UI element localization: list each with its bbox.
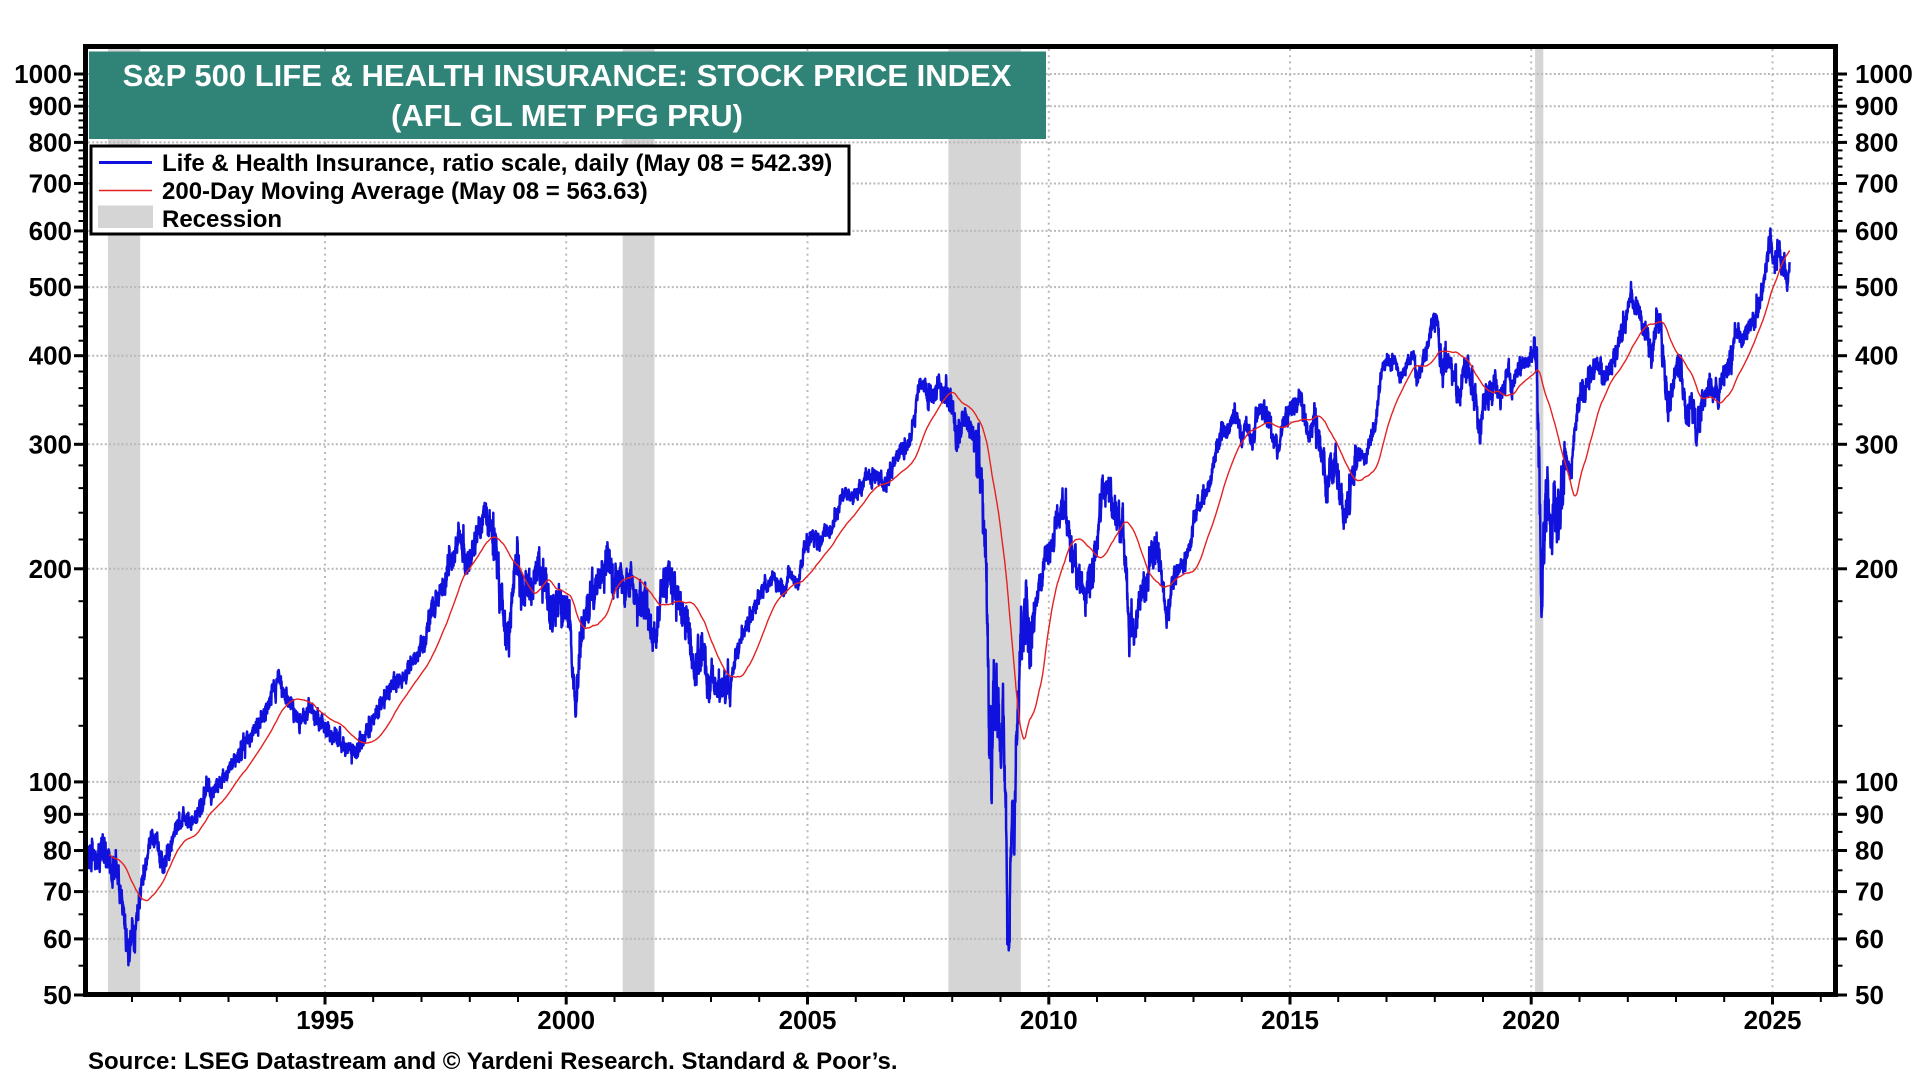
svg-text:200-Day Moving Average (May 08: 200-Day Moving Average (May 08 = 563.63) (162, 178, 648, 205)
svg-text:Recession: Recession (162, 206, 282, 233)
svg-text:90: 90 (1855, 799, 1884, 829)
svg-text:70: 70 (1855, 877, 1884, 907)
svg-text:80: 80 (1855, 836, 1884, 866)
svg-text:1000: 1000 (14, 59, 72, 89)
svg-text:200: 200 (29, 554, 72, 584)
svg-text:2010: 2010 (1020, 1005, 1078, 1035)
svg-text:300: 300 (29, 429, 72, 459)
svg-text:S&P 500 LIFE & HEALTH INSURANC: S&P 500 LIFE & HEALTH INSURANCE: STOCK P… (123, 58, 1012, 93)
svg-text:80: 80 (43, 836, 72, 866)
svg-text:700: 700 (1855, 169, 1898, 199)
svg-text:(AFL GL MET PFG PRU): (AFL GL MET PFG PRU) (391, 98, 743, 133)
svg-text:400: 400 (29, 341, 72, 371)
svg-text:Source: LSEG Datastream and ©: Source: LSEG Datastream and © Yardeni Re… (88, 1048, 898, 1075)
svg-text:50: 50 (43, 980, 72, 1010)
svg-text:1995: 1995 (296, 1005, 354, 1035)
svg-text:100: 100 (29, 767, 72, 797)
svg-text:700: 700 (29, 169, 72, 199)
svg-text:500: 500 (1855, 272, 1898, 302)
svg-text:800: 800 (1855, 127, 1898, 157)
svg-text:900: 900 (29, 91, 72, 121)
svg-text:800: 800 (29, 127, 72, 157)
svg-text:Life & Health Insurance, ratio: Life & Health Insurance, ratio scale, da… (162, 150, 832, 177)
svg-text:500: 500 (29, 272, 72, 302)
svg-text:2025: 2025 (1744, 1005, 1802, 1035)
svg-text:2005: 2005 (779, 1005, 837, 1035)
svg-text:50: 50 (1855, 980, 1884, 1010)
svg-text:300: 300 (1855, 429, 1898, 459)
svg-text:100: 100 (1855, 767, 1898, 797)
svg-text:900: 900 (1855, 91, 1898, 121)
svg-text:2020: 2020 (1502, 1005, 1560, 1035)
svg-text:2015: 2015 (1261, 1005, 1319, 1035)
svg-text:70: 70 (43, 877, 72, 907)
svg-text:600: 600 (1855, 216, 1898, 246)
svg-text:60: 60 (43, 924, 72, 954)
svg-text:90: 90 (43, 799, 72, 829)
svg-text:400: 400 (1855, 341, 1898, 371)
svg-text:600: 600 (29, 216, 72, 246)
svg-text:60: 60 (1855, 924, 1884, 954)
svg-text:1000: 1000 (1855, 59, 1913, 89)
svg-text:200: 200 (1855, 554, 1898, 584)
svg-text:2000: 2000 (537, 1005, 595, 1035)
